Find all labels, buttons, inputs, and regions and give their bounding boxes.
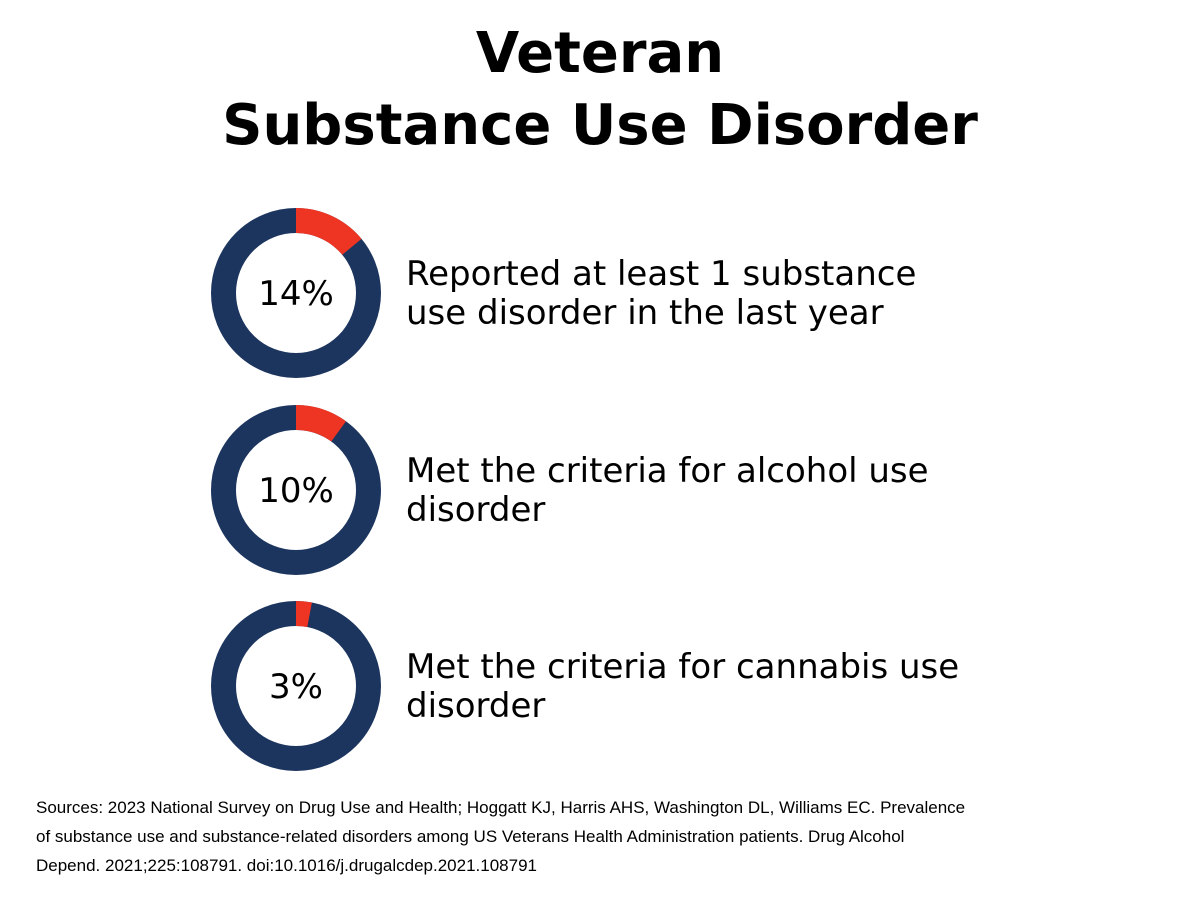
donut-description: Reported at least 1 substance use disorde… <box>406 255 1026 333</box>
description-line: Reported at least 1 substance <box>406 254 917 294</box>
donut-chart: 10% <box>211 405 381 575</box>
sources-line: Sources: 2023 National Survey on Drug Us… <box>36 798 966 817</box>
description-line: Met the criteria for alcohol use <box>406 451 929 491</box>
donut-value-arc <box>296 601 312 628</box>
donut-description: Met the criteria for cannabis use disorde… <box>406 648 1026 726</box>
sources-line: of substance use and substance-related d… <box>36 827 905 846</box>
donut-description: Met the criteria for alcohol use disorder <box>406 452 1026 530</box>
sources-text: Sources: 2023 National Survey on Drug Us… <box>36 793 1186 880</box>
donut-row: 3% Met the criteria for cannabis use disor… <box>0 596 1200 776</box>
description-line: use disorder in the last year <box>406 293 884 333</box>
description-line: Met the criteria for cannabis use <box>406 647 960 687</box>
description-line: disorder <box>406 490 546 530</box>
donut-value-label: 14% <box>258 274 334 314</box>
donut-chart: 14% <box>211 208 381 378</box>
donut-chart: 3% <box>211 601 381 771</box>
donut-row: 14% Reported at least 1 substance use diso… <box>0 203 1200 383</box>
page-title: Veteran Substance Use Disorder <box>0 18 1200 162</box>
sources-line: Depend. 2021;225:108791. doi:10.1016/j.d… <box>36 856 537 875</box>
donut-value-arc <box>296 208 362 255</box>
description-line: disorder <box>406 686 546 726</box>
title-line-1: Veteran <box>475 21 725 86</box>
donut-value-label: 3% <box>269 667 323 707</box>
donut-value-label: 10% <box>258 471 334 511</box>
title-line-2: Substance Use Disorder <box>222 93 978 158</box>
donut-value-arc <box>296 405 346 442</box>
donut-row: 10% Met the criteria for alcohol use disor… <box>0 400 1200 580</box>
